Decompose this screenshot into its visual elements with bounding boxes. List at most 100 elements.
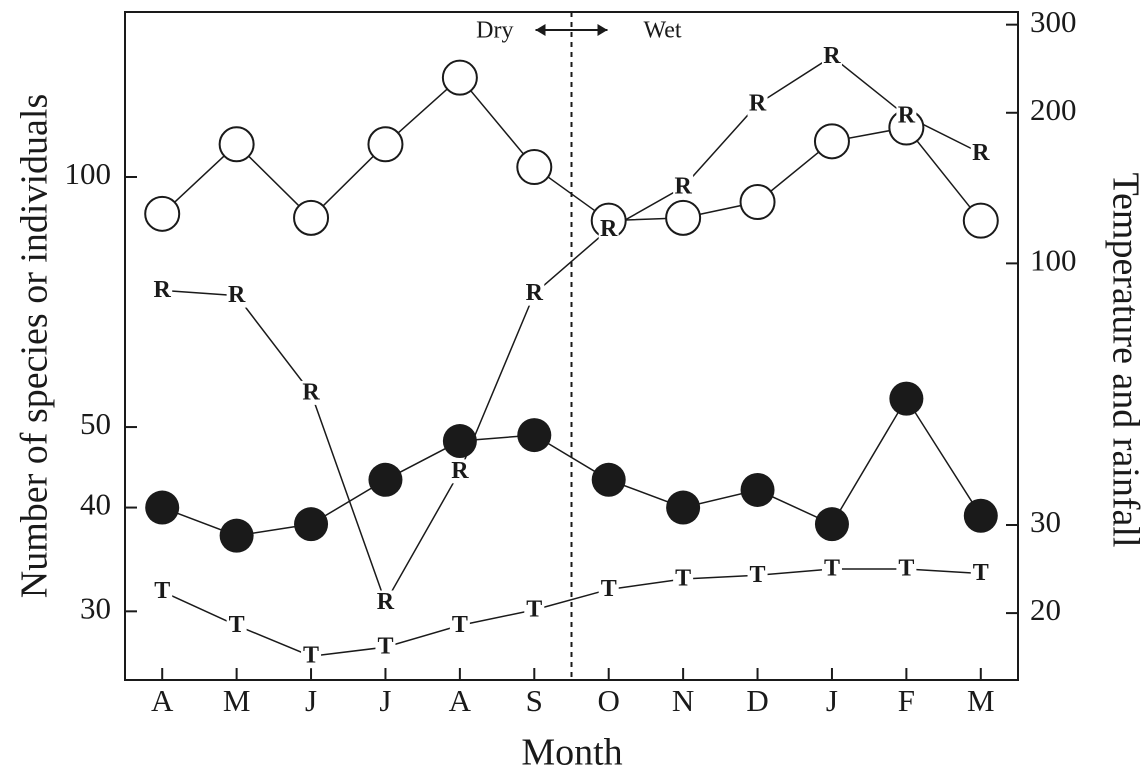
y2-tick-label: 20 xyxy=(1030,592,1061,627)
marker-bg xyxy=(747,563,768,588)
letter-marker: R xyxy=(972,140,990,166)
marker-bg xyxy=(524,597,545,622)
x-tick-label: F xyxy=(898,683,915,718)
marker-bg xyxy=(747,92,768,117)
marker-bg xyxy=(524,281,545,306)
x-tick-label: N xyxy=(672,683,694,718)
marker-bg xyxy=(449,613,470,638)
letter-marker: T xyxy=(973,560,989,586)
letter-marker: R xyxy=(823,43,841,69)
filled-marker xyxy=(294,507,329,542)
y-tick-label: 50 xyxy=(80,406,111,441)
open-marker xyxy=(739,184,776,221)
filled-marker xyxy=(740,472,775,507)
open-marker xyxy=(218,126,255,163)
marker-bg xyxy=(449,459,470,484)
letter-marker: T xyxy=(898,556,914,582)
letter-marker: R xyxy=(228,282,246,308)
series-line xyxy=(162,55,982,605)
open-marker xyxy=(665,199,702,236)
marker-bg xyxy=(896,557,917,582)
y-tick-label: 30 xyxy=(80,590,111,625)
filled-marker xyxy=(517,418,552,453)
x-tick-label: A xyxy=(151,683,174,718)
annotation: Dry xyxy=(476,18,513,44)
y2-tick-label: 200 xyxy=(1030,92,1077,127)
marker-bg xyxy=(821,557,842,582)
marker-bg xyxy=(301,380,322,405)
open-marker xyxy=(293,199,330,236)
marker-bg xyxy=(970,141,991,166)
letter-marker: T xyxy=(526,596,542,622)
open-marker xyxy=(962,202,999,239)
letter-marker: R xyxy=(600,216,618,242)
y2-tick-label: 100 xyxy=(1030,242,1077,277)
letter-marker: R xyxy=(674,174,692,200)
x-tick-label: J xyxy=(379,683,391,718)
open-marker xyxy=(144,195,181,232)
marker-bg xyxy=(896,104,917,129)
letter-marker: T xyxy=(229,612,245,638)
marker-bg xyxy=(673,175,694,200)
filled-marker xyxy=(814,507,849,542)
series-line xyxy=(161,76,982,222)
x-tick-label: O xyxy=(598,683,620,718)
letter-marker: T xyxy=(675,565,691,591)
marker-bg xyxy=(152,579,173,604)
filled-marker xyxy=(889,381,924,416)
letter-marker: R xyxy=(377,589,395,615)
marker-bg xyxy=(970,561,991,586)
letter-marker: T xyxy=(303,643,319,669)
filled-marker xyxy=(666,490,701,525)
marker-bg xyxy=(375,635,396,660)
marker-bg xyxy=(673,566,694,591)
letter-marker: R xyxy=(154,277,172,303)
marker-bg xyxy=(226,283,247,308)
filled-marker xyxy=(442,424,477,459)
marker-bg xyxy=(301,644,322,669)
x-tick-label: S xyxy=(526,683,543,718)
filled-marker xyxy=(219,518,254,553)
open-marker xyxy=(367,126,404,163)
series-line xyxy=(161,568,981,657)
filled-marker xyxy=(963,498,998,533)
x-tick-label: J xyxy=(305,683,317,718)
letter-marker: R xyxy=(302,379,320,405)
filled-marker xyxy=(145,490,180,525)
y2-tick-label: 300 xyxy=(1030,4,1077,39)
x-tick-label: M xyxy=(223,683,251,718)
x-axis-title: Month xyxy=(521,732,622,774)
letter-marker: T xyxy=(601,576,617,602)
letter-marker: T xyxy=(154,578,170,604)
open-marker xyxy=(813,123,850,160)
letter-marker: T xyxy=(824,556,840,582)
y2-tick-label: 30 xyxy=(1030,504,1061,539)
letter-marker: T xyxy=(377,634,393,660)
filled-marker xyxy=(591,462,626,497)
letter-marker: T xyxy=(750,562,766,588)
letter-marker: R xyxy=(526,280,544,306)
letter-marker: R xyxy=(451,458,469,484)
marker-bg xyxy=(598,577,619,602)
y2-axis-title: Temperature and rainfall xyxy=(1104,172,1146,547)
filled-marker xyxy=(368,462,403,497)
marker-bg xyxy=(226,613,247,638)
x-tick-label: M xyxy=(967,683,995,718)
y-tick-label: 100 xyxy=(65,156,112,191)
x-tick-label: D xyxy=(746,683,768,718)
open-marker xyxy=(516,149,553,186)
x-tick-label: J xyxy=(826,683,838,718)
open-marker xyxy=(441,59,478,96)
marker-bg xyxy=(598,217,619,242)
y-tick-label: 40 xyxy=(80,487,111,522)
marker-bg xyxy=(821,44,842,69)
letter-marker: T xyxy=(452,612,468,638)
letter-marker: R xyxy=(749,91,767,117)
x-tick-label: A xyxy=(449,683,472,718)
letter-marker: R xyxy=(898,103,916,129)
marker-bg xyxy=(375,590,396,615)
marker-bg xyxy=(152,278,173,303)
y-axis-title: Number of species or individuals xyxy=(14,94,56,598)
annotation: Wet xyxy=(644,18,682,44)
